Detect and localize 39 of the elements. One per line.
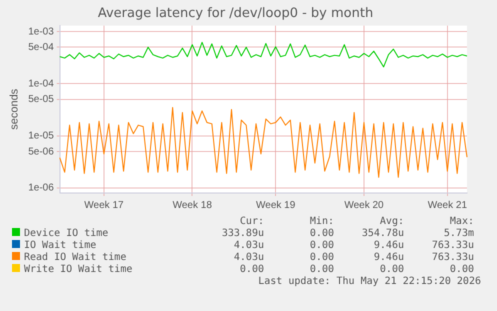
- text: 4.03u: [232, 252, 264, 264]
- x-tick-label: Week 17: [84, 200, 124, 211]
- text: 0.00: [448, 264, 474, 276]
- y-tick-label: 1e-05: [28, 130, 54, 142]
- x-tick-label: Week 21: [428, 200, 468, 211]
- text: 9.46u: [372, 252, 404, 264]
- text: 0.00: [238, 264, 264, 276]
- x-tick-label: Week 19: [256, 200, 296, 211]
- legend-label: Device IO time: [23, 228, 110, 240]
- text: Max:: [448, 216, 474, 228]
- legend-label: Read IO Wait time: [23, 252, 128, 264]
- text: Cur:: [238, 216, 264, 228]
- text: 333.89u: [220, 228, 264, 240]
- text: 0.00: [308, 252, 334, 264]
- text: Avg:: [378, 216, 404, 228]
- x-tick-label: Week 20: [344, 200, 384, 211]
- text: 5.73m: [442, 228, 474, 240]
- text: 0.00: [308, 240, 334, 252]
- text: 0.00: [378, 264, 404, 276]
- x-tick-label: Week 18: [172, 200, 212, 211]
- y-tick-label: 1e-03: [28, 26, 54, 38]
- text: 763.33u: [430, 240, 474, 252]
- y-tick-label: 5e-06: [28, 146, 54, 158]
- text: 0.00: [308, 264, 334, 276]
- legend-label: Write IO Wait time: [23, 264, 134, 276]
- y-axis-title: seconds: [8, 88, 21, 130]
- chart-title: Average latency for /dev/loop0 - by month: [98, 6, 374, 22]
- y-tick-label: 1e-04: [28, 78, 54, 90]
- text: 0.00: [308, 228, 334, 240]
- text: 4.03u: [232, 240, 264, 252]
- y-tick-label: 5e-04: [28, 42, 54, 53]
- y-tick-label: 1e-06: [28, 182, 54, 194]
- legend-label: IO Wait time: [23, 240, 98, 252]
- text: Last update: Thu May 21 22:15:20 2026: [257, 276, 482, 288]
- text: 354.78u: [360, 228, 404, 240]
- text: 9.46u: [372, 240, 404, 252]
- text: Min:: [308, 216, 334, 228]
- y-tick-label: 5e-05: [28, 94, 54, 106]
- text: 763.33u: [430, 252, 474, 264]
